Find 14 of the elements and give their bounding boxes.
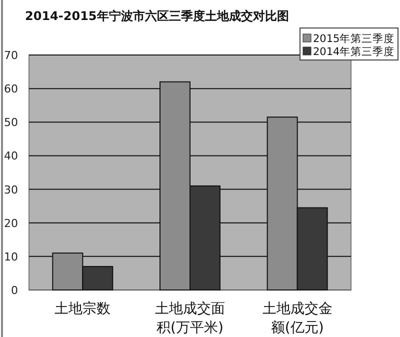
y-tick-label: 50	[4, 116, 18, 130]
y-tick-label: 20	[4, 216, 18, 230]
y-tick-label: 30	[4, 183, 18, 196]
x-tick-label: 土地宗数	[54, 301, 111, 317]
y-tick-label: 70	[4, 49, 18, 62]
x-tick-label: 土地成交面积(万平米)	[155, 301, 225, 336]
y-tick-label: 40	[4, 150, 18, 163]
chart-title: 2014-2015年宁波市六区三季度土地成交对比图	[25, 9, 289, 23]
y-tick-label: 10	[4, 250, 18, 264]
y-tick-label: 60	[4, 82, 18, 96]
x-tick-label: 土地成交金额(亿元)	[262, 301, 332, 336]
y-tick-label: 0	[11, 284, 18, 297]
legend-label: 2014年第三季度	[313, 45, 395, 58]
legend-label: 2015年第三季度	[313, 32, 395, 45]
